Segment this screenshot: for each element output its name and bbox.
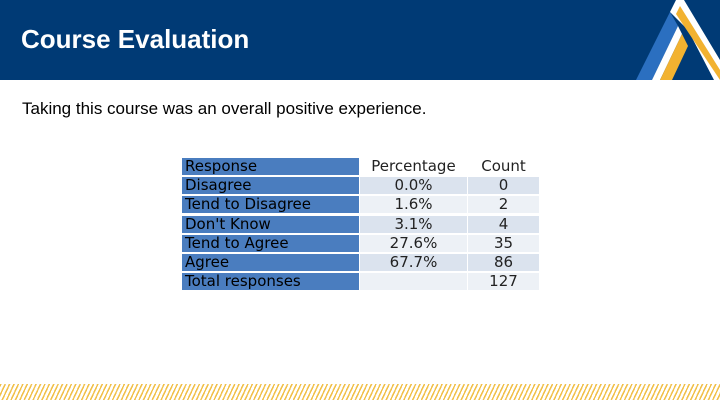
count-cell: 4 [468,215,539,233]
count-cell: 86 [468,253,539,271]
percentage-cell: 3.1% [360,215,467,233]
header-bar [0,0,720,80]
count-cell: 35 [468,234,539,252]
count-cell: 0 [468,177,539,195]
response-label: Agree [182,253,359,271]
striped-a-logo-icon [636,0,720,80]
response-column: Response Disagree Tend to Disagree Don't… [182,158,359,292]
total-percentage-cell [360,273,467,291]
response-label: Disagree [182,177,359,195]
total-count-cell: 127 [468,273,539,291]
response-header: Response [182,158,359,175]
slide-title: Course Evaluation [21,24,250,54]
question-text: Taking this course was an overall positi… [22,99,427,118]
count-column: Count 0 2 4 35 86 127 [468,158,539,292]
count-header: Count [468,158,539,175]
percentage-column: Percentage 0.0% 1.6% 3.1% 27.6% 67.7% [360,158,467,292]
response-label: Tend to Agree [182,234,359,252]
count-cell: 2 [468,196,539,214]
total-label: Total responses [182,273,359,291]
footer-stripe [0,384,720,400]
response-label: Tend to Disagree [182,196,359,214]
percentage-cell: 1.6% [360,196,467,214]
percentage-header: Percentage [360,158,467,175]
response-label: Don't Know [182,215,359,233]
percentage-cell: 0.0% [360,177,467,195]
percentage-cell: 27.6% [360,234,467,252]
percentage-cell: 67.7% [360,253,467,271]
